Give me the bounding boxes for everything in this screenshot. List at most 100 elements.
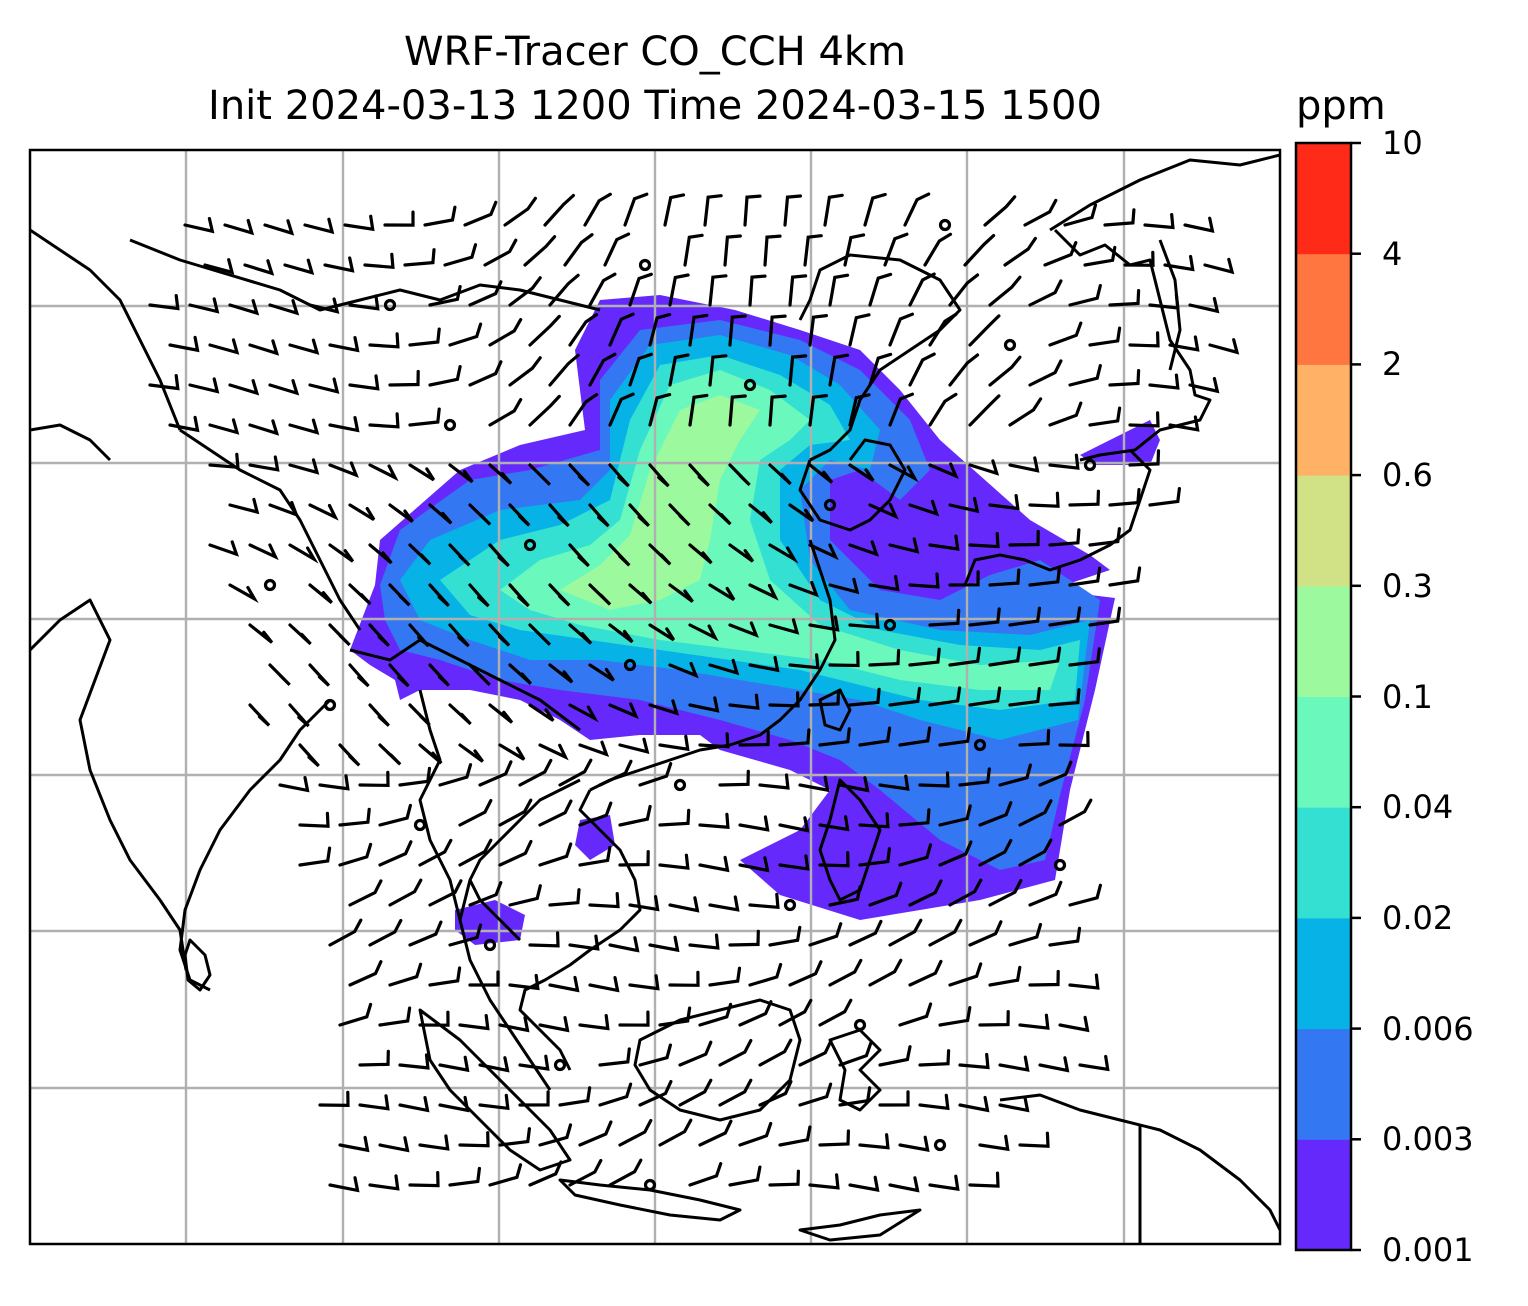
wind-barb	[768, 691, 800, 708]
wind-barb	[1148, 487, 1181, 507]
wind-barb	[968, 532, 1000, 549]
wind-barb	[738, 856, 770, 873]
wind-barb	[768, 543, 799, 564]
wind-barb	[888, 312, 914, 347]
wind-barb	[928, 918, 963, 947]
wind-barb	[528, 314, 561, 347]
wind-barb	[568, 1158, 603, 1187]
wind-barb	[1018, 838, 1053, 867]
wind-barb	[418, 1134, 450, 1151]
wind-barb	[428, 663, 451, 687]
wind-barb	[743, 194, 762, 227]
wind-barb	[648, 623, 676, 642]
wind-barb	[428, 365, 462, 387]
wind-barb	[468, 881, 503, 907]
wind-barb	[518, 1054, 550, 1071]
wind-barb	[688, 933, 720, 950]
wind-barb	[448, 923, 483, 947]
wind-barb	[578, 740, 610, 758]
wind-barb	[928, 686, 962, 707]
coastline-japan	[963, 448, 1152, 586]
wind-calm-circle	[743, 378, 757, 392]
colorbar-tick-label: 0.006	[1382, 1009, 1474, 1048]
wind-barb	[208, 418, 240, 435]
wind-barb	[588, 583, 612, 606]
wind-barb	[323, 256, 355, 273]
wind-barb	[408, 407, 441, 427]
colorbar-tick-label: 0.04	[1382, 788, 1454, 827]
wind-barb	[878, 1045, 912, 1067]
wind-barb	[348, 503, 376, 521]
wind-barb	[368, 918, 403, 947]
wind-calm-circle	[323, 698, 337, 712]
wind-barb	[858, 847, 891, 867]
wind-barb	[898, 1135, 930, 1152]
wind-barb	[1008, 606, 1042, 627]
wind-barb	[483, 238, 518, 267]
wind-barb	[358, 1049, 390, 1067]
wind-barb	[928, 1174, 960, 1191]
wind-barb	[898, 1002, 933, 1027]
wind-barb	[808, 543, 839, 561]
wind-barb	[1148, 293, 1180, 310]
wind-barb	[588, 892, 620, 909]
wind-barb	[748, 655, 780, 673]
wind-barb	[663, 193, 686, 227]
wind-barb	[1143, 213, 1175, 230]
wind-barb	[738, 730, 770, 747]
wind-barb	[348, 879, 383, 907]
wind-barb	[508, 356, 542, 387]
coastline-java	[558, 1178, 742, 1222]
wind-barb	[708, 966, 742, 987]
wind-barb	[768, 1169, 800, 1187]
wind-barb	[1048, 453, 1080, 470]
wind-barb	[308, 503, 339, 521]
wind-barb	[183, 216, 215, 234]
wind-calm-circle	[933, 1138, 947, 1152]
wind-barb	[1208, 338, 1240, 355]
wind-barb	[338, 842, 373, 867]
plume-sea-pocket	[575, 815, 615, 860]
wind-barb	[848, 612, 880, 630]
wind-barb	[908, 272, 936, 307]
wind-barb	[368, 623, 390, 647]
map-frame	[28, 148, 1282, 1246]
wind-barb	[1048, 401, 1083, 427]
wind-barb	[868, 574, 900, 592]
colorbar-tick-label: 10	[1382, 124, 1423, 162]
wind-barb	[348, 374, 380, 391]
wind-barb	[1028, 567, 1061, 587]
wind-barb	[783, 194, 802, 227]
wind-barb	[448, 703, 472, 726]
wind-barb	[938, 1006, 972, 1027]
wind-barb	[228, 583, 259, 604]
wind-barb	[923, 232, 953, 267]
wind-barb	[1008, 456, 1040, 473]
wind-barb	[538, 743, 569, 761]
wind-barb	[443, 243, 478, 267]
wind-barb	[778, 998, 813, 1027]
wind-barb	[338, 1135, 370, 1153]
wind-calm-circle	[523, 538, 537, 552]
coastline-northeast-russia	[1049, 153, 1280, 232]
wind-barb	[418, 1010, 450, 1027]
wind-calm-circle	[443, 418, 457, 432]
wind-barb	[828, 273, 850, 307]
wind-barb	[528, 463, 552, 486]
wind-barb	[608, 623, 634, 644]
colorbar-tick-label: 2	[1382, 345, 1403, 384]
wind-barb	[808, 394, 828, 427]
wind-barb	[818, 1129, 850, 1147]
wind-barb	[968, 394, 1001, 427]
wind-barb	[988, 879, 1023, 907]
wind-barb	[608, 1158, 643, 1187]
coastline-sri-lanka	[183, 938, 212, 992]
wind-barb	[918, 1093, 950, 1111]
wind-barb	[948, 962, 983, 987]
wind-barb	[878, 1090, 910, 1107]
wind-barb	[763, 234, 782, 267]
wind-barb	[468, 280, 503, 307]
wind-barb	[983, 195, 1017, 227]
wind-barb	[928, 608, 961, 627]
wind-calm-circle	[623, 658, 637, 672]
